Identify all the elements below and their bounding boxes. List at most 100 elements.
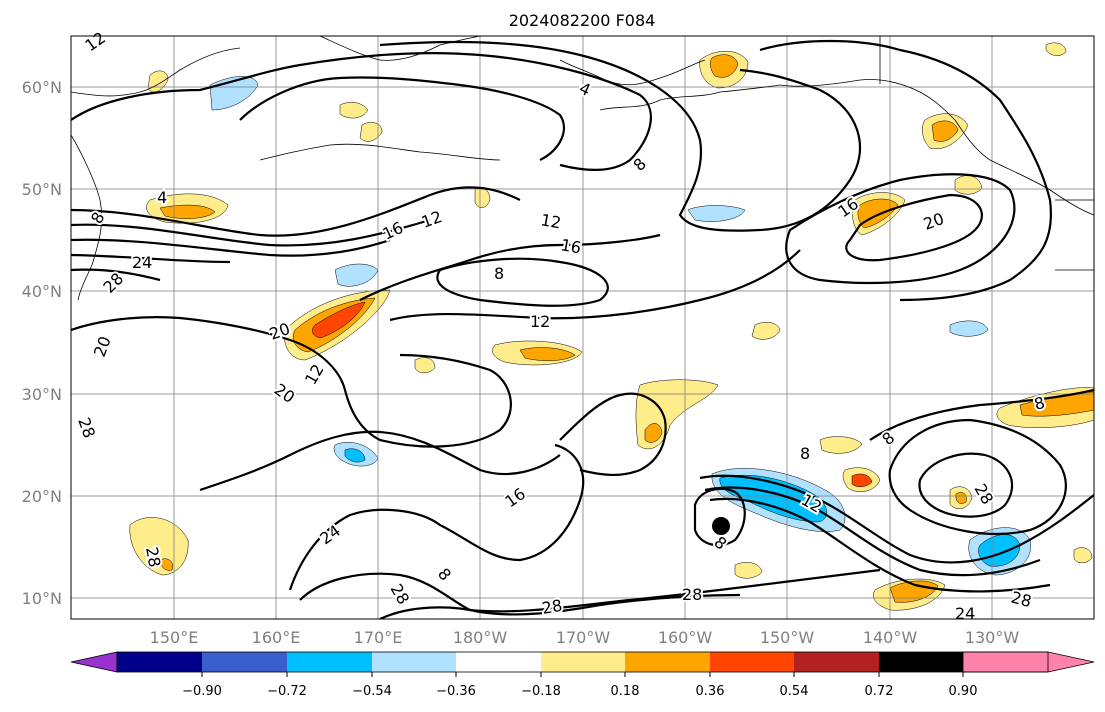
colorbar-tick-label: −0.72 bbox=[267, 684, 307, 699]
colorbar-tick-label: −0.90 bbox=[182, 684, 222, 699]
colorbar-tick-label: 0.18 bbox=[611, 684, 640, 699]
colorbar-segment bbox=[372, 652, 456, 672]
colorbar-tick-label: 0.54 bbox=[780, 684, 809, 699]
lon-label-170w: 170°W bbox=[556, 628, 611, 647]
colorbar-tick-label: 0.36 bbox=[696, 684, 725, 699]
colorbar-tick-label: −0.18 bbox=[521, 684, 561, 699]
colorbar-segment bbox=[541, 652, 625, 672]
colorbar-segment bbox=[879, 652, 963, 672]
shade-yellow-small11 bbox=[414, 357, 436, 374]
shade-orange-small1 bbox=[851, 473, 873, 487]
coast-alaska-west bbox=[559, 59, 706, 86]
contour-label: 12 bbox=[530, 312, 550, 331]
colorbar-extend-high bbox=[962, 651, 1095, 673]
coast-kamchatka bbox=[71, 134, 103, 301]
contour-ne-20 bbox=[845, 193, 983, 262]
coast-alaska-gulf bbox=[779, 79, 956, 121]
graticule bbox=[71, 36, 1094, 619]
shade-yellow-small7 bbox=[359, 122, 383, 142]
lat-label-30n: 30°N bbox=[22, 385, 62, 404]
shade-yellow-small2 bbox=[819, 436, 863, 454]
contour-jet-3 bbox=[71, 238, 391, 257]
coastlines bbox=[71, 36, 1094, 301]
contour-mid-12 bbox=[389, 249, 801, 322]
contour-28-south bbox=[379, 593, 741, 619]
shade-yellow-small9 bbox=[954, 175, 983, 195]
shade-orange-west-low bbox=[159, 558, 173, 571]
contour-east-8 bbox=[869, 388, 1094, 441]
lon-label-160w: 160°W bbox=[658, 628, 713, 647]
coast-siberia-west bbox=[71, 47, 241, 97]
contour-jet-2 bbox=[71, 218, 431, 247]
lat-label-40n: 40°N bbox=[22, 282, 62, 301]
contour-label: 24 bbox=[955, 604, 975, 623]
coast-aleutians bbox=[259, 143, 501, 161]
lon-label-140w: 140°W bbox=[863, 628, 918, 647]
colorbar-segment bbox=[710, 652, 794, 672]
shade-blue-npac bbox=[687, 205, 746, 222]
colorbar-segment bbox=[117, 652, 202, 672]
longitude-labels: 150°E 160°E 170°E 180°W 170°W 160°W 150°… bbox=[150, 628, 1020, 647]
lat-label-20n: 20°N bbox=[22, 487, 62, 506]
contour-label: 4 bbox=[157, 188, 167, 207]
colorbar-segment bbox=[456, 652, 541, 672]
colorbar-tick-label: −0.54 bbox=[352, 684, 392, 699]
lon-label-170e: 170°E bbox=[354, 628, 403, 647]
contour-mid-8 bbox=[436, 257, 609, 307]
map-frame bbox=[70, 35, 1095, 620]
colorbar-tick-label: 0.72 bbox=[865, 684, 894, 699]
contour-label: 16 bbox=[559, 235, 582, 257]
contour-north-loop bbox=[71, 51, 652, 172]
coast-bering-north bbox=[319, 36, 481, 61]
contour-mid-12b bbox=[359, 233, 661, 301]
contour-sw-20 bbox=[199, 430, 561, 492]
contour-label: 28 bbox=[682, 585, 702, 604]
contour-tc-ring bbox=[693, 487, 746, 547]
contour-east-loop-inner bbox=[918, 452, 1014, 518]
shade-orange-mid bbox=[519, 347, 576, 361]
contour-sw-16 bbox=[288, 443, 585, 591]
contour-lines bbox=[71, 39, 1094, 619]
contour-tc-jet-3 bbox=[709, 497, 1051, 593]
colorbar-tick-label: −0.36 bbox=[436, 684, 476, 699]
shade-orange-south bbox=[644, 423, 663, 443]
map-panel: 12 4 8 4 8 24 28 16 12 12 16 8 12 20 20 … bbox=[70, 26, 1095, 625]
contour-jet-4 bbox=[71, 253, 231, 264]
shade-orange-bc bbox=[931, 120, 959, 142]
shade-cyan-west bbox=[344, 448, 366, 463]
contour-tc-jet-2 bbox=[704, 486, 1041, 577]
shade-cyan-central bbox=[719, 474, 827, 523]
contour-label: 28 bbox=[142, 545, 164, 568]
tropical-cyclone-marker bbox=[712, 517, 730, 535]
shade-yellow-small8 bbox=[1045, 42, 1067, 56]
lon-label-130w: 130°W bbox=[965, 628, 1020, 647]
lat-label-60n: 60°N bbox=[22, 78, 62, 97]
contour-label: 28 bbox=[540, 596, 563, 618]
colorbar-segment bbox=[794, 652, 879, 672]
contour-label: 12 bbox=[539, 210, 562, 232]
colorbar-segment bbox=[202, 652, 287, 672]
colorbar-tick-label: 0.90 bbox=[949, 684, 978, 699]
shade-orange-small10 bbox=[955, 492, 967, 504]
lon-label-150w: 150°W bbox=[760, 628, 815, 647]
colorbar-segment bbox=[625, 652, 710, 672]
contour-8-north bbox=[379, 40, 862, 232]
coast-bc bbox=[954, 119, 1094, 216]
contour-ne-loop bbox=[759, 39, 1052, 302]
shaded-fields bbox=[129, 42, 1094, 611]
contour-label: 8 bbox=[800, 444, 810, 463]
colorbar-segment bbox=[287, 652, 372, 672]
shade-blue-ne bbox=[949, 320, 989, 337]
lat-label-10n: 10°N bbox=[22, 589, 62, 608]
contour-label: 24 bbox=[132, 253, 152, 272]
contour-tc-jet-1 bbox=[699, 474, 1094, 564]
shade-yellow-small12 bbox=[1073, 547, 1093, 564]
contour-24-south bbox=[299, 568, 881, 613]
colorbar-extend-low bbox=[70, 651, 118, 673]
shade-orange-alaska bbox=[710, 54, 739, 78]
colorbar-ticks bbox=[201, 672, 964, 677]
contour-central-20 bbox=[559, 392, 667, 476]
contour-north-loop-inner bbox=[239, 76, 566, 161]
map-title: 2024082200 F084 bbox=[509, 11, 656, 30]
